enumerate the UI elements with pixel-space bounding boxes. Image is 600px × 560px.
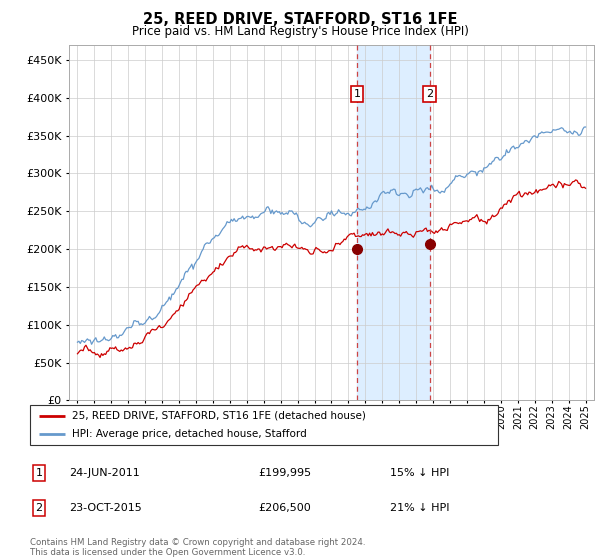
Text: £199,995: £199,995 [258,468,311,478]
Text: £206,500: £206,500 [258,503,311,513]
Text: 2: 2 [426,89,433,99]
Text: HPI: Average price, detached house, Stafford: HPI: Average price, detached house, Staf… [72,430,307,439]
Text: Price paid vs. HM Land Registry's House Price Index (HPI): Price paid vs. HM Land Registry's House … [131,25,469,38]
Text: Contains HM Land Registry data © Crown copyright and database right 2024.
This d: Contains HM Land Registry data © Crown c… [30,538,365,557]
Text: 1: 1 [353,89,361,99]
Text: 21% ↓ HPI: 21% ↓ HPI [390,503,449,513]
Text: 24-JUN-2011: 24-JUN-2011 [69,468,140,478]
Text: 15% ↓ HPI: 15% ↓ HPI [390,468,449,478]
Text: 25, REED DRIVE, STAFFORD, ST16 1FE: 25, REED DRIVE, STAFFORD, ST16 1FE [143,12,457,27]
Text: 23-OCT-2015: 23-OCT-2015 [69,503,142,513]
Text: 2: 2 [35,503,43,513]
Bar [357,45,430,400]
Text: 25, REED DRIVE, STAFFORD, ST16 1FE (detached house): 25, REED DRIVE, STAFFORD, ST16 1FE (deta… [72,411,366,421]
Text: 1: 1 [35,468,43,478]
FancyBboxPatch shape [30,405,498,445]
